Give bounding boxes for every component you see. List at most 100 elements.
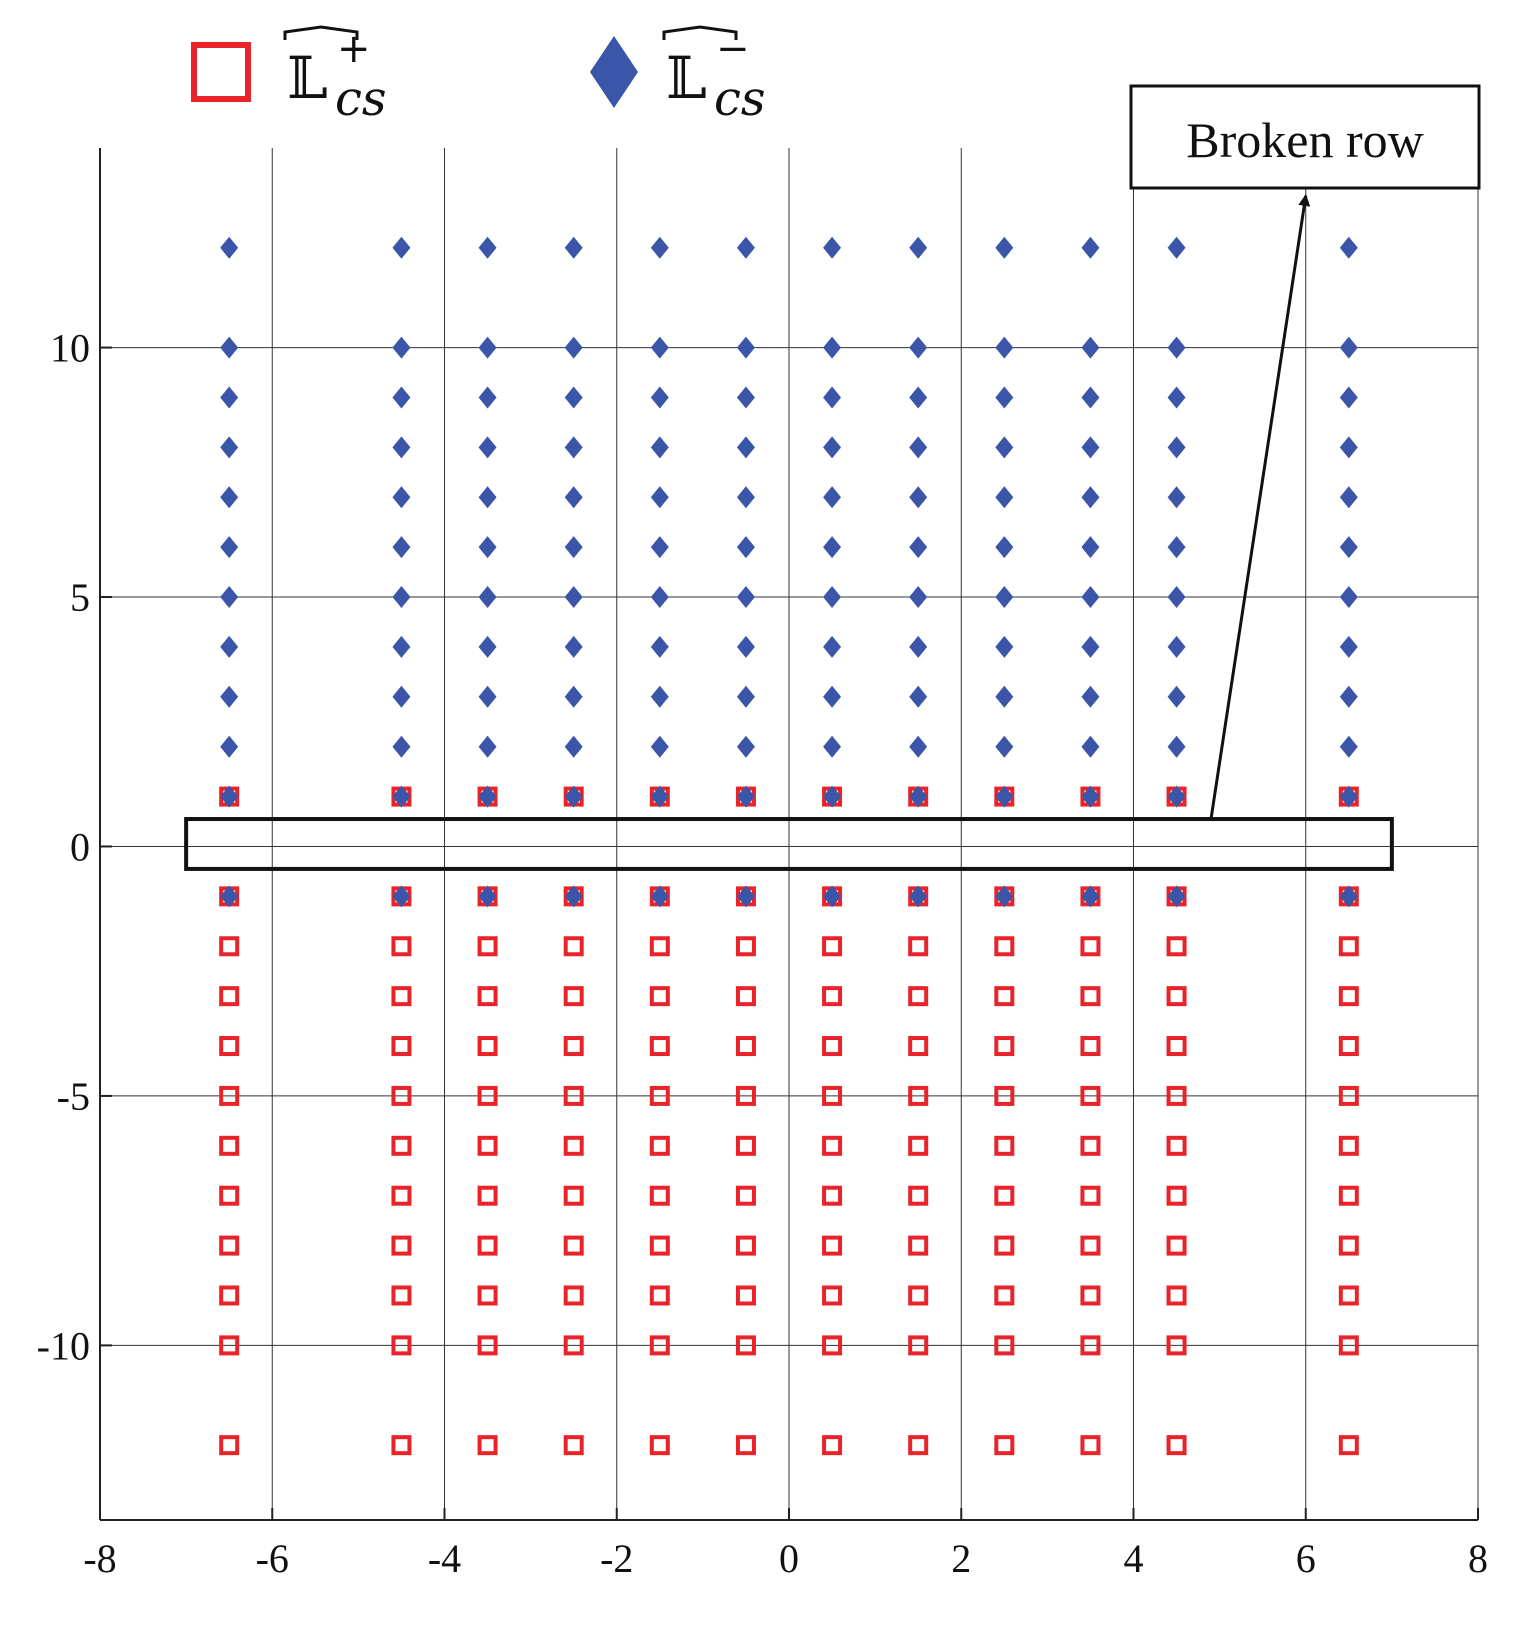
square-marker (908, 1435, 929, 1456)
diamond-marker (650, 785, 669, 808)
square-marker (1338, 986, 1359, 1007)
diamond-marker (1081, 436, 1100, 459)
square-marker (649, 1185, 670, 1206)
square-marker (994, 1036, 1015, 1057)
square-marker (1166, 1285, 1187, 1306)
diamond-marker (1167, 785, 1186, 808)
diamond-marker (478, 586, 497, 609)
diamond-marker (220, 486, 239, 509)
diamond-marker (995, 885, 1014, 908)
diamond-marker (1081, 486, 1100, 509)
diamond-marker (995, 536, 1014, 559)
square-marker (994, 1285, 1015, 1306)
diamond-marker (220, 436, 239, 459)
diamond-marker (650, 436, 669, 459)
square-marker (994, 936, 1015, 957)
x-tick-label: 8 (1468, 1536, 1488, 1581)
square-marker (563, 1085, 584, 1106)
diamond-marker (823, 635, 842, 658)
square-marker (391, 1435, 412, 1456)
y-tick-label: -10 (37, 1323, 90, 1368)
diamond-marker (1081, 785, 1100, 808)
diamond-marker (1167, 336, 1186, 359)
diamond-marker (478, 635, 497, 658)
diamond-marker (736, 785, 755, 808)
square-marker (1338, 1285, 1359, 1306)
square-marker (477, 1435, 498, 1456)
square-marker (649, 936, 670, 957)
diamond-marker (1167, 236, 1186, 259)
diamond-marker (1339, 386, 1358, 409)
square-marker (994, 1235, 1015, 1256)
diamond-marker (1339, 436, 1358, 459)
diamond-marker (220, 536, 239, 559)
diamond-marker (564, 885, 583, 908)
square-marker (1080, 1135, 1101, 1156)
diamond-marker (220, 635, 239, 658)
square-marker (908, 1036, 929, 1057)
diamond-marker (823, 486, 842, 509)
annotation-label: Broken row (1186, 112, 1423, 168)
diamond-marker (650, 635, 669, 658)
diamond-marker (1081, 735, 1100, 758)
diamond-marker (564, 486, 583, 509)
square-marker (477, 936, 498, 957)
diamond-marker (1339, 336, 1358, 359)
square-marker (822, 1435, 843, 1456)
diamond-marker (736, 486, 755, 509)
diamond-marker (736, 386, 755, 409)
diamond-marker (736, 586, 755, 609)
square-marker (219, 936, 240, 957)
square-marker (735, 1335, 756, 1356)
diamond-marker (650, 735, 669, 758)
grid-lines (100, 148, 1479, 1520)
square-marker (1166, 936, 1187, 957)
diamond-marker (1081, 685, 1100, 708)
square-marker (735, 1435, 756, 1456)
square-marker (477, 986, 498, 1007)
square-marker (1080, 1435, 1101, 1456)
diamond-marker (564, 785, 583, 808)
diamond-marker (1167, 635, 1186, 658)
diamond-marker (909, 785, 928, 808)
diamond-marker (392, 785, 411, 808)
diamond-marker (823, 885, 842, 908)
square-marker (219, 1435, 240, 1456)
diamond-marker (1167, 386, 1186, 409)
square-marker (391, 1285, 412, 1306)
square-marker (1080, 936, 1101, 957)
diamond-marker (220, 586, 239, 609)
square-marker (563, 1185, 584, 1206)
diamond-marker (564, 586, 583, 609)
square-marker (735, 1235, 756, 1256)
square-marker (1166, 1085, 1187, 1106)
diamond-marker (736, 436, 755, 459)
x-tick-label: -8 (83, 1536, 116, 1581)
diamond-marker (220, 785, 239, 808)
x-tick-label: 2 (951, 1536, 971, 1581)
diamond-marker (1339, 785, 1358, 808)
square-marker (563, 1235, 584, 1256)
square-marker (219, 1285, 240, 1306)
square-marker (649, 986, 670, 1007)
diamond-marker (909, 336, 928, 359)
diamond-marker (220, 386, 239, 409)
square-marker (649, 1435, 670, 1456)
diamond-marker (1167, 685, 1186, 708)
square-marker (477, 1036, 498, 1057)
diamond-marker (650, 386, 669, 409)
square-marker (908, 1335, 929, 1356)
diamond-marker (909, 635, 928, 658)
square-marker (1338, 936, 1359, 957)
diamond-marker (736, 236, 755, 259)
diamond-marker (1167, 885, 1186, 908)
diamond-marker (909, 536, 928, 559)
square-marker (477, 1085, 498, 1106)
diamond-marker (650, 536, 669, 559)
square-marker (477, 1335, 498, 1356)
square-marker (908, 1285, 929, 1306)
x-tick-label: -6 (256, 1536, 289, 1581)
square-marker (735, 1085, 756, 1106)
diamond-marker (1339, 586, 1358, 609)
